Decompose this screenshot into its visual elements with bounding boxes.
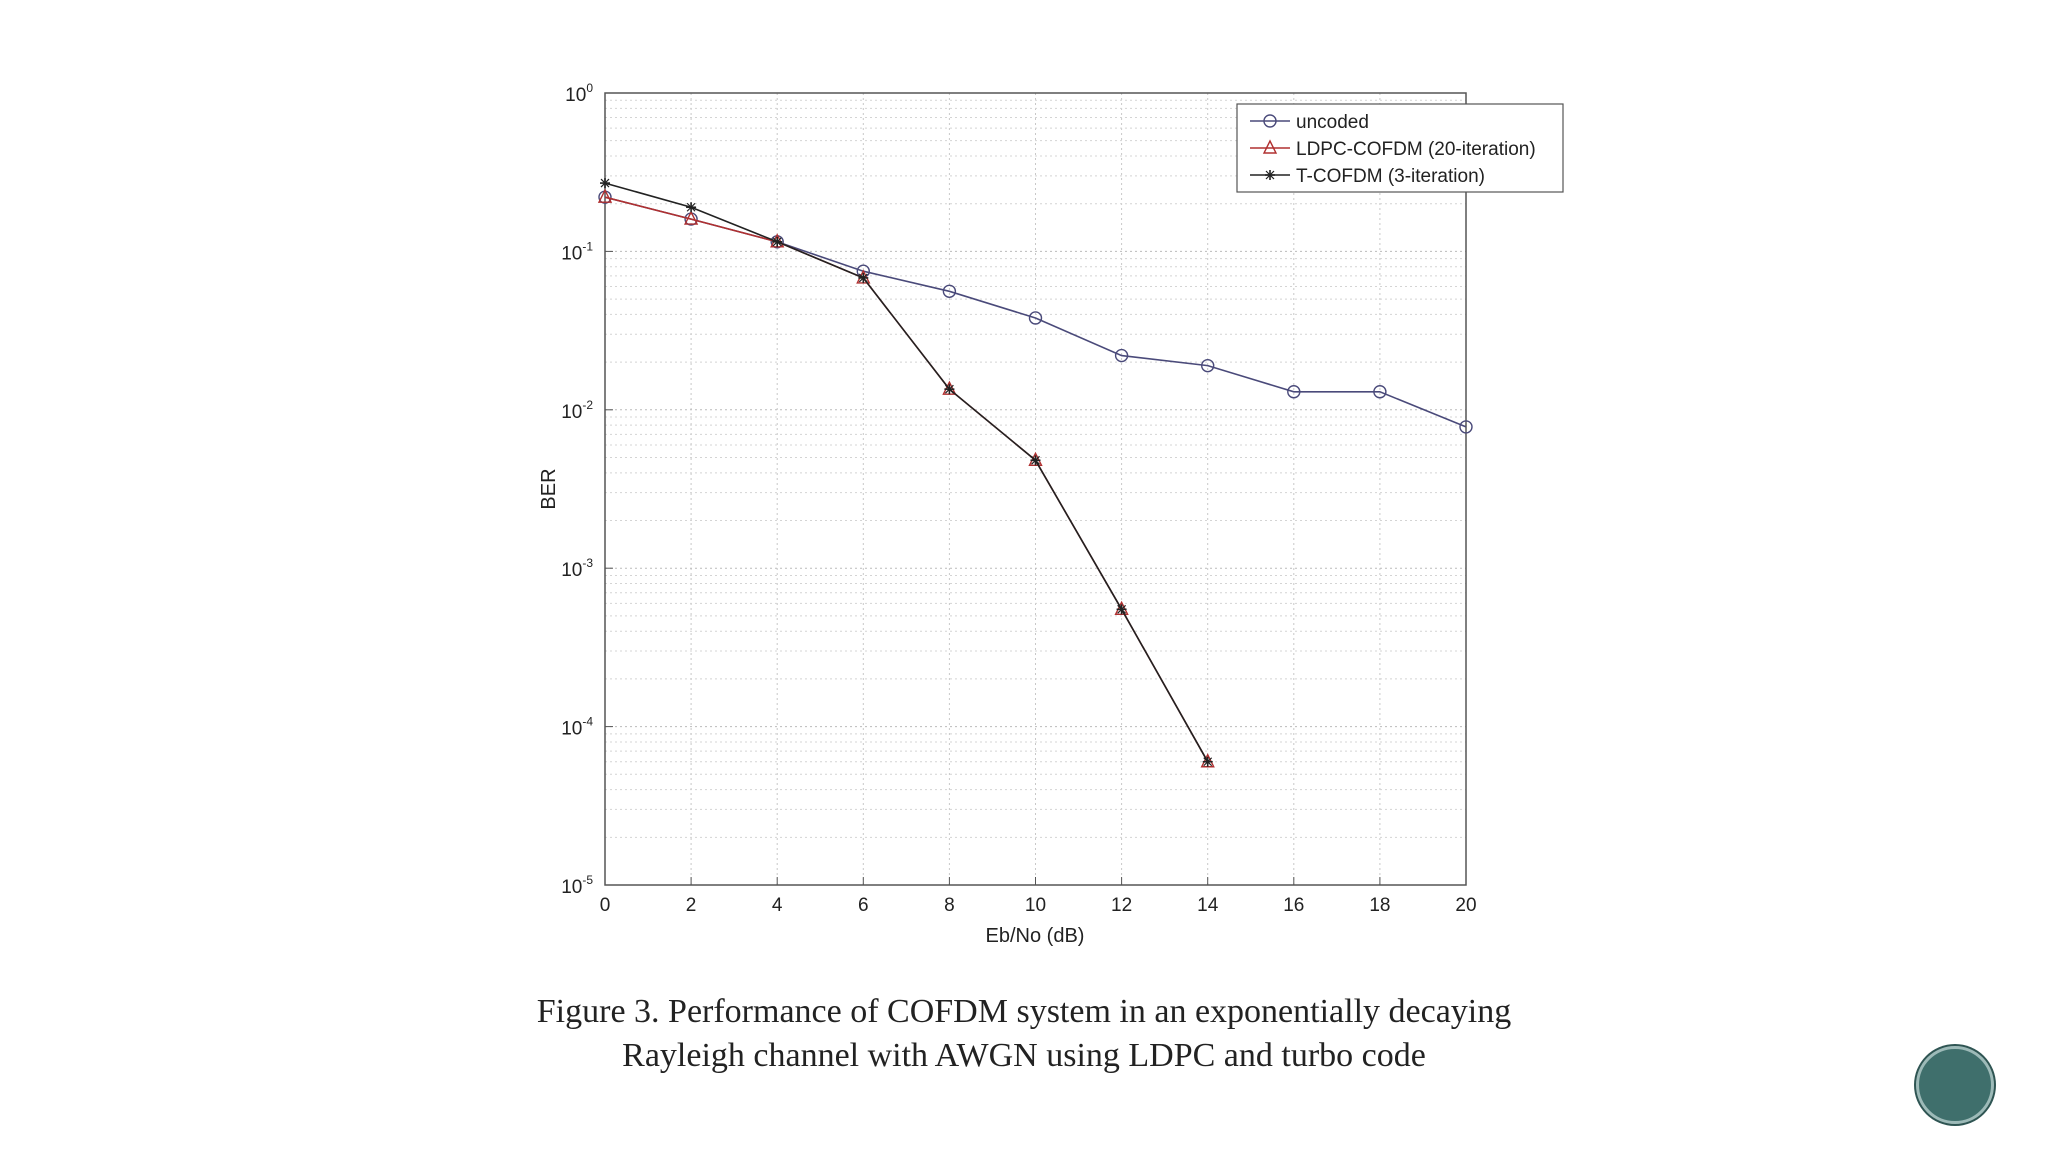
x-tick-label-3: 6 (858, 895, 869, 916)
data-point-0-4 (942, 284, 957, 298)
legend-label-2: T-COFDM (3-iteration) (1296, 166, 1485, 187)
y-tick-label-0: 100 (565, 81, 593, 106)
x-tick-label-6: 12 (1111, 895, 1132, 916)
data-point-2-2 (772, 236, 783, 247)
y-tick-exponent: -1 (582, 239, 593, 253)
y-tick-label-4: 10-4 (561, 715, 593, 740)
x-tick-label-9: 18 (1369, 895, 1390, 916)
x-tick-label-1: 2 (686, 895, 697, 916)
y-axis-label: BER (538, 468, 560, 509)
series-0 (598, 190, 1473, 434)
x-tick-label-4: 8 (944, 895, 955, 916)
legend: uncoded LDPC-COFDM (20-iteration) T-COFDM … (1236, 103, 1564, 193)
data-point-2-1 (686, 202, 697, 213)
x-axis-ticks: 0 2 4 6 8 10 12 14 16 18 20 (600, 877, 1477, 916)
x-axis-label: Eb/No (dB) (986, 925, 1085, 947)
data-point-2-0 (600, 178, 610, 189)
series-2 (600, 178, 1213, 767)
legend-marker-2 (1265, 170, 1275, 180)
legend-label-0: uncoded (1296, 112, 1369, 133)
data-point-0-7 (1200, 358, 1215, 373)
legend-label-1: LDPC-COFDM (20-iteration) (1296, 139, 1536, 160)
y-tick-exponent: 0 (586, 81, 593, 95)
series-layer (597, 178, 1473, 768)
y-tick-exponent: -5 (582, 873, 593, 887)
y-tick-label-5: 10-5 (561, 873, 593, 898)
legend-box (1236, 103, 1564, 193)
figure-caption-line-1: Figure 3. Performance of COFDM system in… (536, 993, 1512, 1030)
x-tick-label-0: 0 (600, 895, 611, 916)
data-point-1-0 (597, 188, 613, 203)
data-point-0-6 (1114, 348, 1129, 363)
data-point-2-4 (944, 384, 955, 395)
figure-caption-line-2: Rayleigh channel with AWGN using LDPC an… (622, 1037, 1426, 1074)
data-point-2-7 (1202, 756, 1213, 767)
x-tick-label-2: 4 (772, 895, 783, 916)
slide-number-badge (1916, 1046, 1994, 1124)
x-tick-label-5: 10 (1025, 895, 1046, 916)
y-tick-label-2: 10-2 (561, 398, 593, 423)
data-point-2-6 (1116, 604, 1127, 615)
x-tick-label-8: 16 (1283, 895, 1304, 916)
y-tick-label-3: 10-3 (561, 556, 593, 581)
y-tick-label-1: 10-1 (561, 239, 593, 264)
data-point-2-3 (858, 272, 869, 283)
legend-marker-0 (1263, 114, 1277, 128)
data-point-0-8 (1287, 385, 1301, 399)
data-point-0-10 (1459, 420, 1473, 434)
data-point-0-9 (1373, 385, 1387, 399)
x-tick-label-10: 20 (1455, 895, 1476, 916)
y-tick-exponent: -2 (582, 398, 593, 412)
y-tick-exponent: -3 (582, 556, 593, 570)
series-line-2 (604, 182, 1209, 763)
x-tick-label-7: 14 (1197, 895, 1219, 916)
data-point-2-5 (1030, 455, 1041, 466)
data-point-1-1 (683, 210, 699, 225)
grid (604, 93, 1467, 886)
data-point-0-5 (1028, 311, 1043, 325)
legend-marker-1 (1262, 139, 1278, 154)
y-tick-exponent: -4 (582, 715, 593, 729)
